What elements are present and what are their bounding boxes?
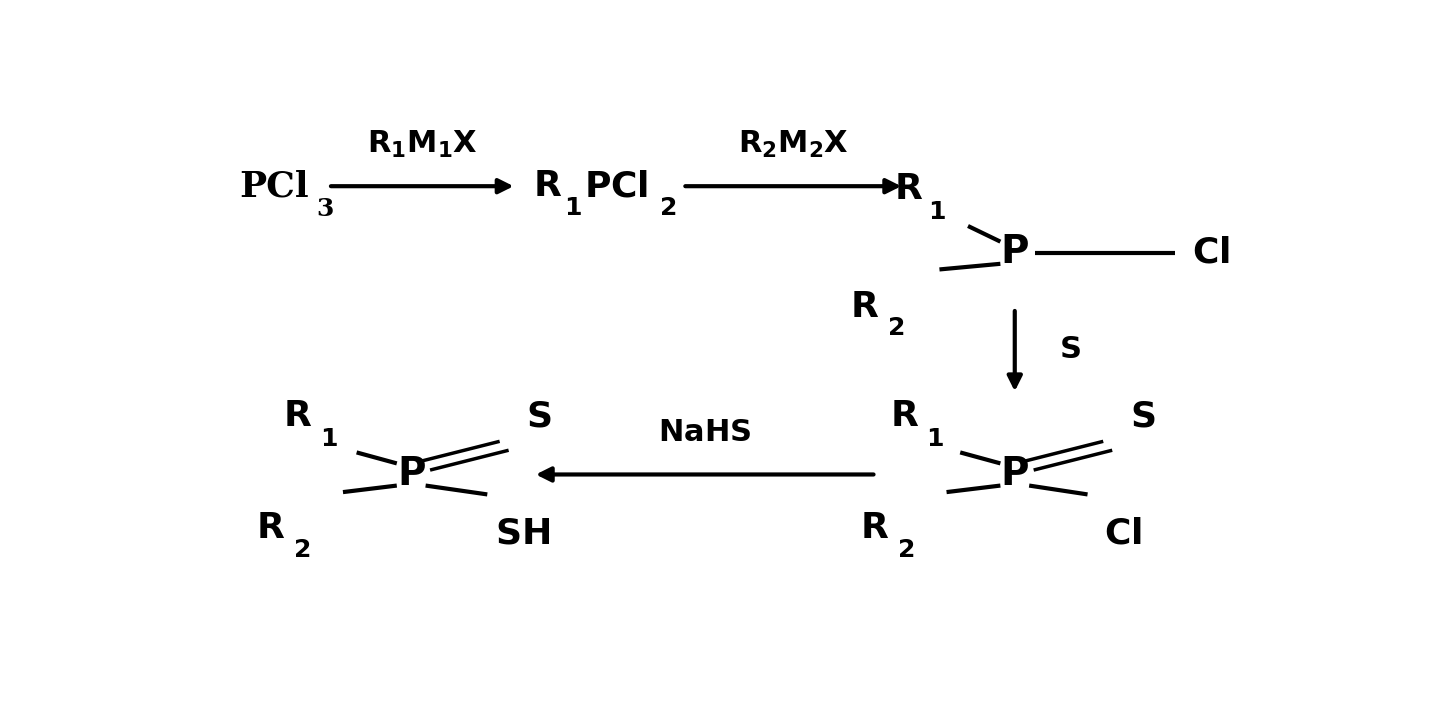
Text: $\mathbf{1}$: $\mathbf{1}$: [320, 428, 337, 451]
Text: $\mathbf{1}$: $\mathbf{1}$: [926, 428, 943, 451]
Text: $\mathbf{P}$: $\mathbf{P}$: [397, 456, 426, 493]
Text: $\mathbf{Cl}$: $\mathbf{Cl}$: [1105, 516, 1142, 550]
Text: $\mathbf{P}$: $\mathbf{P}$: [1000, 456, 1029, 493]
Text: $\mathbf{R}$: $\mathbf{R}$: [893, 172, 923, 206]
Text: $\mathbf{2}$: $\mathbf{2}$: [897, 539, 915, 562]
Text: $\mathbf{S}$: $\mathbf{S}$: [1059, 334, 1080, 365]
Text: $\mathbf{R}$: $\mathbf{R}$: [890, 400, 919, 433]
Text: $\mathbf{R_2M_2X}$: $\mathbf{R_2M_2X}$: [737, 129, 849, 160]
Text: $\mathbf{S}$: $\mathbf{S}$: [1130, 400, 1155, 433]
Text: $\mathbf{PCl}$: $\mathbf{PCl}$: [584, 169, 649, 203]
Text: $\mathbf{R}$: $\mathbf{R}$: [533, 169, 562, 203]
Text: $\mathbf{SH}$: $\mathbf{SH}$: [494, 516, 550, 550]
Text: $\mathbf{R}$: $\mathbf{R}$: [283, 400, 313, 433]
Text: 3: 3: [316, 197, 333, 222]
Text: $\mathbf{2}$: $\mathbf{2}$: [886, 318, 903, 341]
Text: $\mathbf{R}$: $\mathbf{R}$: [860, 511, 889, 545]
Text: $\mathbf{2}$: $\mathbf{2}$: [659, 197, 676, 220]
Text: $\mathbf{R_1M_1X}$: $\mathbf{R_1M_1X}$: [367, 129, 477, 160]
Text: $\mathbf{P}$: $\mathbf{P}$: [1000, 234, 1029, 271]
Text: $\mathbf{S}$: $\mathbf{S}$: [526, 400, 552, 433]
Text: $\mathbf{Cl}$: $\mathbf{Cl}$: [1192, 235, 1230, 270]
Text: $\mathbf{1}$: $\mathbf{1}$: [564, 197, 582, 220]
Text: $\mathbf{NaHS}$: $\mathbf{NaHS}$: [657, 418, 752, 449]
Text: $\mathbf{R}$: $\mathbf{R}$: [256, 511, 286, 545]
Text: $\mathbf{R}$: $\mathbf{R}$: [850, 289, 879, 323]
Text: $\mathbf{2}$: $\mathbf{2}$: [293, 539, 310, 562]
Text: PCl: PCl: [240, 169, 309, 203]
Text: $\mathbf{1}$: $\mathbf{1}$: [927, 201, 946, 224]
